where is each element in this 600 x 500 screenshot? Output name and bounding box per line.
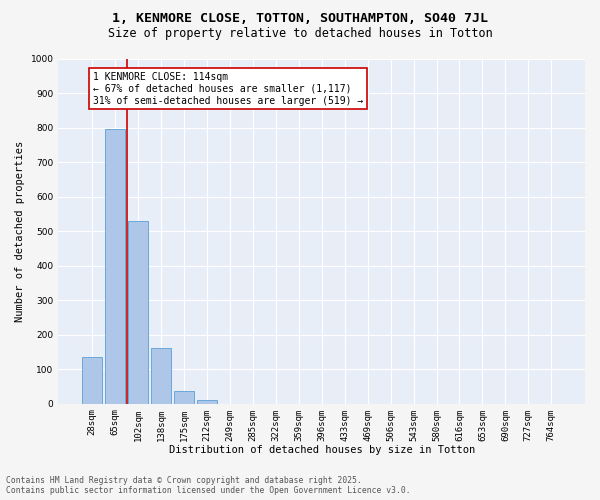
Y-axis label: Number of detached properties: Number of detached properties: [15, 140, 25, 322]
Text: 1 KENMORE CLOSE: 114sqm
← 67% of detached houses are smaller (1,117)
31% of semi: 1 KENMORE CLOSE: 114sqm ← 67% of detache…: [93, 72, 364, 106]
Bar: [128, 221, 148, 404]
X-axis label: Distribution of detached houses by size in Totton: Distribution of detached houses by size …: [169, 445, 475, 455]
Text: Size of property relative to detached houses in Totton: Size of property relative to detached ho…: [107, 28, 493, 40]
Bar: [151, 348, 171, 404]
Bar: [82, 357, 102, 404]
Bar: [106, 130, 125, 404]
Bar: [174, 391, 194, 404]
Bar: [197, 400, 217, 404]
Text: Contains HM Land Registry data © Crown copyright and database right 2025.
Contai: Contains HM Land Registry data © Crown c…: [6, 476, 410, 495]
Text: 1, KENMORE CLOSE, TOTTON, SOUTHAMPTON, SO40 7JL: 1, KENMORE CLOSE, TOTTON, SOUTHAMPTON, S…: [112, 12, 488, 26]
